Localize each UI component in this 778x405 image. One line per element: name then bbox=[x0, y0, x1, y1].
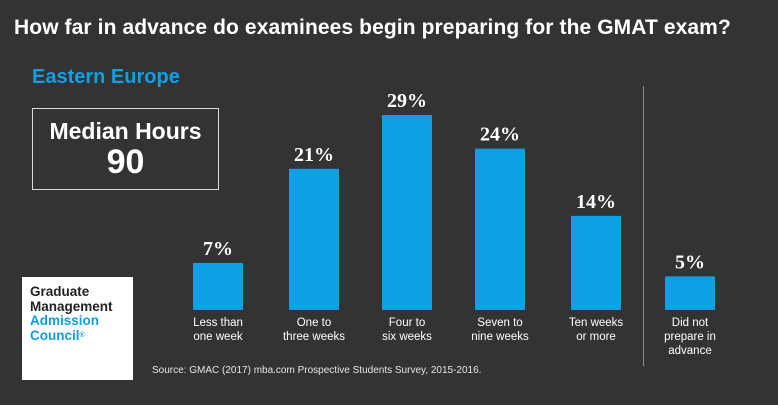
bar-3 bbox=[382, 115, 432, 310]
value-label-4: 24% bbox=[480, 124, 520, 146]
bar-5 bbox=[571, 215, 621, 310]
bar-2 bbox=[289, 168, 339, 310]
value-label-6: 5% bbox=[675, 251, 705, 273]
bar-6 bbox=[665, 276, 715, 310]
category-label-3: six weeks bbox=[382, 331, 432, 343]
logo-line-4: Council® bbox=[30, 327, 85, 343]
logo-line-1: Graduate bbox=[30, 284, 90, 299]
median-label: Median Hours bbox=[49, 118, 202, 144]
logo-line-3: Admission bbox=[30, 313, 100, 328]
category-label-6: advance bbox=[668, 345, 711, 357]
chart-title: How far in advance do examinees begin pr… bbox=[14, 16, 731, 39]
median-hours-box: Median Hours 90 bbox=[32, 108, 219, 190]
source-note: Source: GMAC (2017) mba.com Prospective … bbox=[152, 365, 482, 376]
category-label-2: three weeks bbox=[283, 331, 345, 343]
category-label-1: one week bbox=[193, 331, 242, 343]
value-label-3: 29% bbox=[387, 90, 427, 112]
category-label-2: One to bbox=[297, 317, 332, 329]
median-value: 90 bbox=[106, 143, 145, 181]
category-label-6: Did not bbox=[672, 317, 709, 329]
divider-line bbox=[643, 86, 644, 366]
category-label-6: prepare in bbox=[664, 331, 716, 343]
bar-4 bbox=[475, 148, 525, 310]
value-label-2: 21% bbox=[294, 144, 334, 166]
category-label-1: Less than bbox=[193, 317, 243, 329]
value-label-5: 14% bbox=[576, 191, 616, 213]
category-label-5: Ten weeks bbox=[569, 317, 624, 329]
category-label-3: Four to bbox=[389, 317, 425, 329]
gmac-logo: Graduate Management Admission Council® bbox=[22, 277, 133, 380]
bar-1 bbox=[193, 262, 243, 310]
logo-line-2: Management bbox=[30, 298, 113, 314]
region-label: Eastern Europe bbox=[32, 66, 180, 88]
category-label-4: Seven to bbox=[477, 317, 522, 329]
value-label-1: 7% bbox=[203, 238, 233, 260]
category-label-5: or more bbox=[576, 331, 616, 343]
category-label-4: nine weeks bbox=[471, 331, 529, 343]
